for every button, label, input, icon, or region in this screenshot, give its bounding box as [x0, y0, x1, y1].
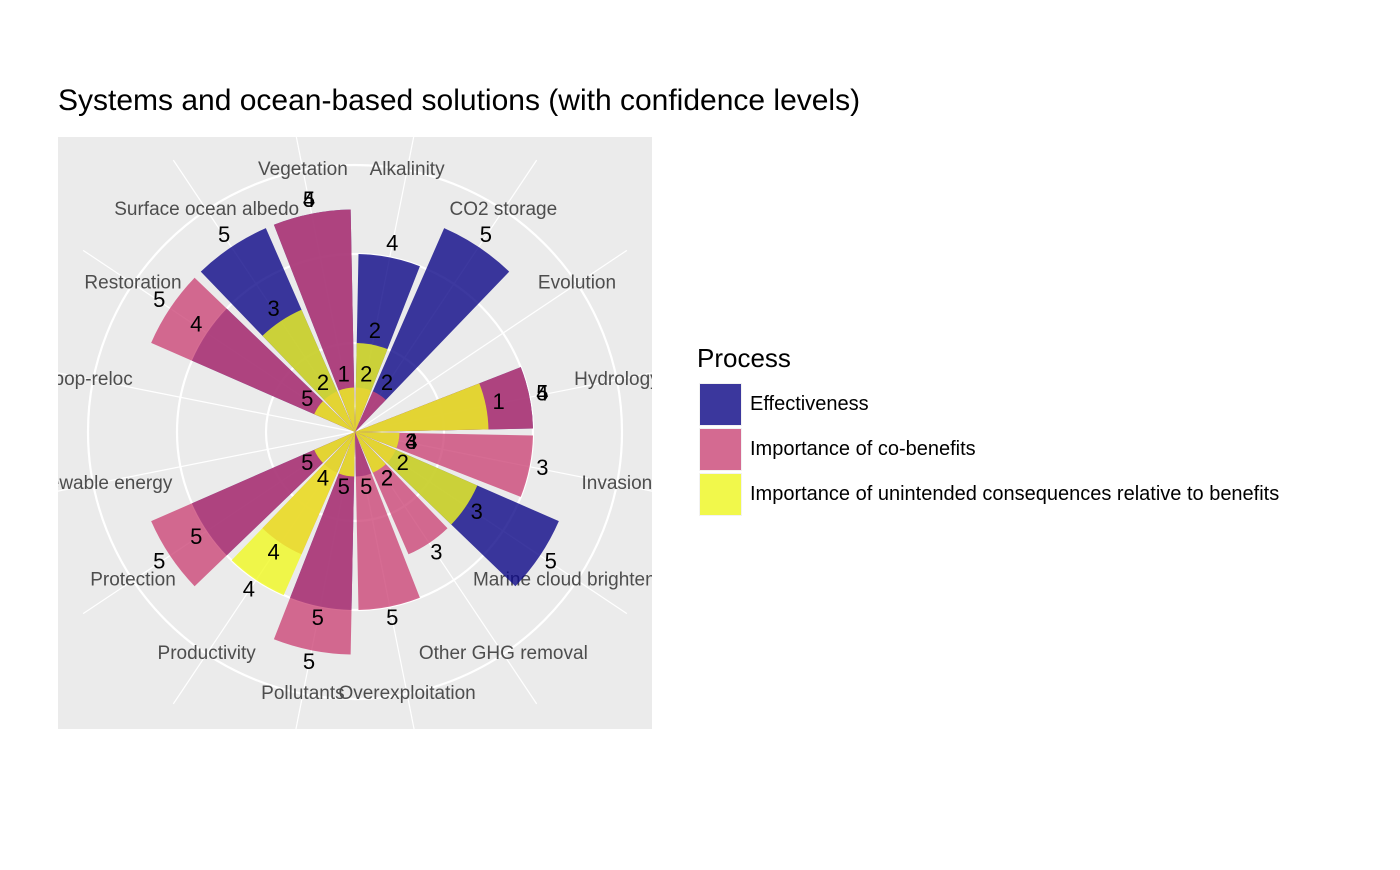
legend-key: [700, 474, 741, 515]
bar: [355, 432, 478, 525]
category-label: Pollutants: [261, 683, 344, 704]
bar: [338, 387, 355, 432]
confidence-label: 4: [317, 466, 329, 491]
bar: [355, 391, 386, 432]
confidence-label: 5: [153, 287, 165, 312]
bar: [314, 432, 355, 463]
category-label: Other GHG removal: [419, 643, 588, 664]
category-label: Productivity: [158, 643, 257, 664]
legend-key: [700, 429, 741, 470]
legend-title: Process: [697, 343, 791, 373]
bar: [355, 432, 420, 610]
confidence-label: 1: [493, 389, 505, 414]
category-label: Alkalinity: [370, 159, 445, 180]
grid-spoke: [58, 372, 356, 433]
confidence-label: 5: [312, 605, 324, 630]
legend-label: Importance of unintended consequences re…: [750, 483, 1279, 505]
bar: [338, 432, 355, 477]
legend-label: Importance of co-benefits: [750, 438, 976, 460]
confidence-label: 2: [381, 466, 393, 491]
bar: [355, 432, 533, 497]
bar: [273, 209, 355, 432]
confidence-label: 2: [381, 466, 393, 491]
category-label: Surface ocean albedo: [114, 199, 299, 220]
confidence-label: 2: [360, 361, 372, 386]
bar: [151, 277, 355, 432]
bar: [262, 309, 355, 432]
confidence-label: 4: [386, 230, 398, 255]
confidence-label: 5: [301, 450, 313, 475]
confidence-label: 2: [397, 450, 409, 475]
confidence-label: 4: [267, 540, 279, 565]
confidence-label: 3: [536, 455, 548, 480]
confidence-label: 5: [153, 549, 165, 574]
confidence-label: 5: [536, 381, 548, 406]
confidence-label: 5: [545, 549, 557, 574]
category-label: Renewable energy: [14, 473, 173, 494]
confidence-label: 5: [303, 649, 315, 674]
chart-title: Systems and ocean-based solutions (with …: [58, 84, 860, 117]
category-label: pop-reloc: [54, 369, 133, 390]
legend-key: [700, 384, 741, 425]
grid-circle: [175, 252, 535, 612]
bar: [355, 228, 510, 432]
confidence-label: 1: [338, 361, 350, 386]
confidence-label: 5: [218, 222, 230, 247]
confidence-label: 2: [381, 370, 393, 395]
bar: [355, 343, 388, 432]
category-label: CO2 storage: [449, 199, 557, 220]
grid-spoke: [354, 249, 628, 433]
bar: [273, 432, 355, 655]
confidence-label: 5: [480, 222, 492, 247]
category-label: Restoration: [84, 273, 181, 294]
category-label: Hydrology: [574, 369, 660, 390]
bar: [151, 432, 355, 587]
bar: [355, 383, 489, 432]
confidence-label: 4: [303, 187, 315, 212]
confidence-label: 3: [430, 540, 442, 565]
category-label: Evolution: [538, 273, 616, 294]
bar: [355, 432, 400, 449]
legend: Process Effectiveness Importance of co-be…: [697, 343, 1279, 516]
confidence-label: 3: [405, 429, 417, 454]
category-label: Invasion: [581, 473, 652, 494]
bar: [314, 401, 355, 432]
confidence-label: 4: [536, 381, 548, 406]
confidence-label: 2: [369, 318, 381, 343]
category-label: Overexploitation: [338, 683, 475, 704]
category-label: Vegetation: [258, 159, 348, 180]
bar: [231, 432, 355, 596]
confidence-label: 5: [360, 474, 372, 499]
legend-label: Effectiveness: [750, 393, 869, 415]
confidence-label: 3: [267, 296, 279, 321]
confidence-label: 5: [338, 474, 350, 499]
confidence-label: 4: [190, 312, 202, 337]
confidence-label: 4: [405, 429, 417, 454]
confidence-label: 2: [317, 370, 329, 395]
grid-spoke: [58, 431, 356, 492]
grid-circle: [264, 341, 446, 523]
confidence-label: 4: [243, 577, 255, 602]
bar: [355, 432, 386, 473]
grid-circle: [86, 163, 624, 701]
confidence-label: 5: [386, 605, 398, 630]
confidence-label: 3: [471, 499, 483, 524]
category-label: Protection: [90, 569, 176, 590]
confidence-label: 5: [301, 386, 313, 411]
confidence-label: 5: [303, 187, 315, 212]
confidence-label: 5: [190, 524, 202, 549]
